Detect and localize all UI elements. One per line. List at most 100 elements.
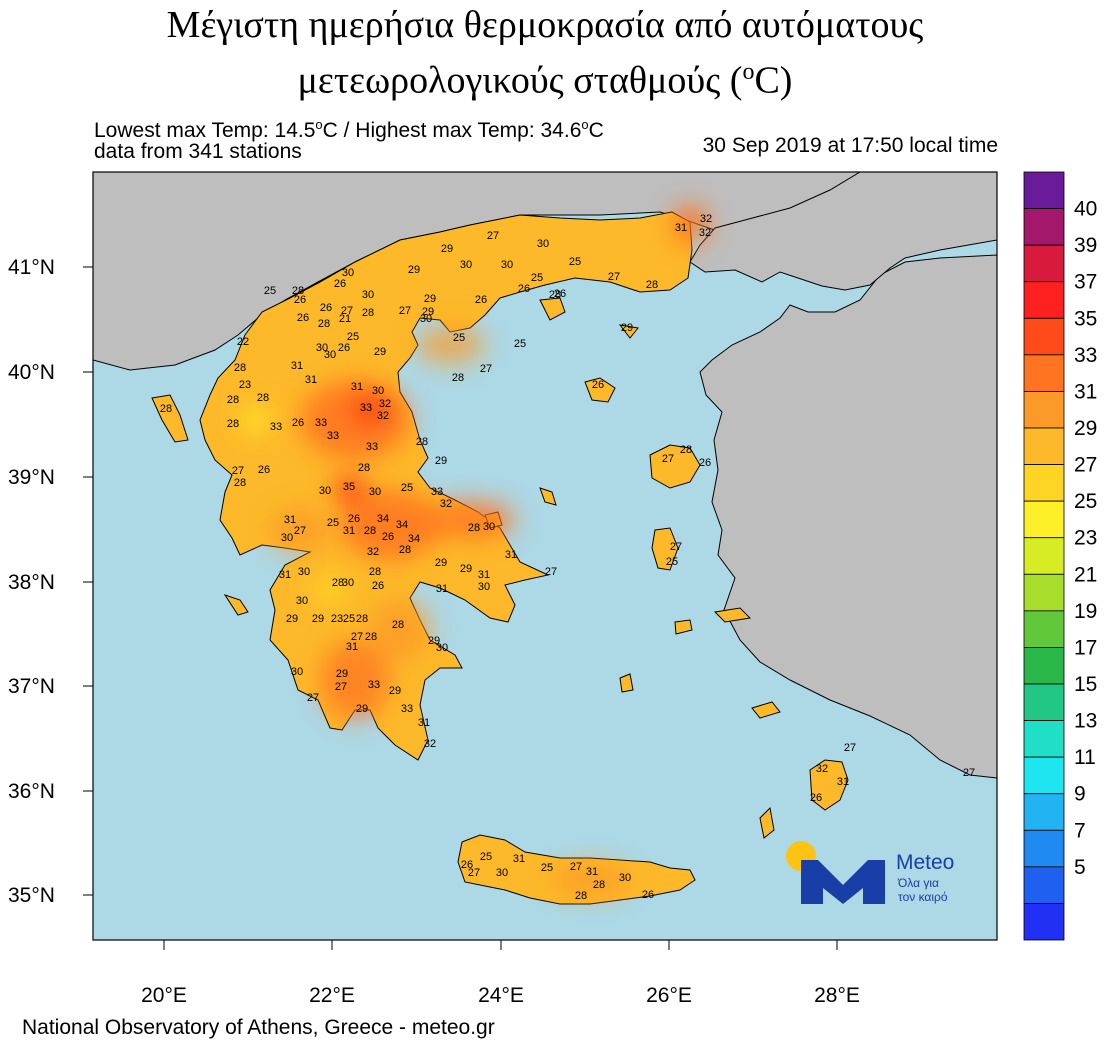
station-value: 26: [642, 889, 654, 901]
legend-swatch: [1023, 427, 1065, 465]
station-value: 26: [338, 342, 350, 354]
station-value: 28: [227, 394, 239, 406]
station-value: 29: [428, 635, 440, 647]
station-value: 29: [435, 557, 447, 569]
legend-swatch: [1023, 866, 1065, 904]
station-value: 26: [297, 312, 309, 324]
station-value: 28: [292, 285, 304, 297]
lat-label: 40°N: [8, 361, 55, 384]
station-value: 25: [327, 517, 339, 529]
lat-label: 41°N: [8, 256, 55, 279]
turkey-land: [699, 254, 997, 779]
station-value: 27: [335, 681, 347, 693]
legend-label: 39: [1074, 234, 1097, 257]
station-value: 26: [348, 513, 360, 525]
station-value: 30: [372, 385, 384, 397]
station-value: 33: [401, 703, 413, 715]
station-value: 30: [619, 872, 631, 884]
station-value: 25: [453, 332, 465, 344]
station-value: 27: [399, 305, 411, 317]
station-value: 25: [531, 272, 543, 284]
station-value: 30: [342, 267, 354, 279]
station-value: 26: [475, 294, 487, 306]
legend-label: 5: [1074, 856, 1086, 879]
station-value: 30: [362, 289, 374, 301]
station-value: 28: [318, 318, 330, 330]
legend-label: 11: [1074, 746, 1096, 769]
station-value: 27: [844, 742, 856, 754]
station-value: 31: [291, 360, 303, 372]
legend-swatch: [1023, 793, 1065, 831]
station-value: 30: [369, 486, 381, 498]
legend-swatch: [1023, 208, 1065, 246]
station-value: 30: [436, 642, 448, 654]
station-value: 32: [379, 398, 391, 410]
station-value: 28: [369, 566, 381, 578]
station-value: 35: [343, 481, 355, 493]
station-value: 31: [346, 641, 358, 653]
station-value: 27: [670, 541, 682, 553]
station-value: 31: [279, 569, 291, 581]
lat-label: 38°N: [8, 571, 55, 594]
station-value: 26: [518, 283, 530, 295]
meteo-logo-tagline-2: τον καιρό: [898, 890, 948, 904]
station-value: 31: [305, 374, 317, 386]
station-value: 30: [298, 566, 310, 578]
lon-label: 20°E: [141, 984, 187, 1007]
meteo-logo-tagline-1: Όλα για: [898, 876, 939, 890]
station-value: 30: [324, 349, 336, 361]
station-value: 29: [336, 668, 348, 680]
station-value: 27: [662, 453, 674, 465]
station-value: 26: [372, 580, 384, 592]
station-value: 31: [351, 381, 363, 393]
station-value: 27: [351, 631, 363, 643]
station-value: 30: [483, 521, 495, 533]
station-value: 29: [408, 264, 420, 276]
legend-label: 27: [1074, 454, 1097, 477]
lat-label: 37°N: [8, 675, 55, 698]
station-value: 28: [362, 307, 374, 319]
station-value: 28: [257, 392, 269, 404]
station-value: 28: [356, 613, 368, 625]
station-value: 23: [331, 613, 343, 625]
legend-swatch: [1023, 756, 1065, 795]
station-value: 27: [608, 271, 620, 283]
station-value: 31: [343, 525, 355, 537]
station-value: 31: [284, 514, 296, 526]
station-value: 28: [364, 525, 376, 537]
title-line-2: μετεωρολογικούς σταθμούς (oC): [297, 59, 793, 102]
lat-label: 36°N: [8, 780, 55, 803]
station-value: 25: [666, 556, 678, 568]
legend-label: 19: [1074, 600, 1097, 623]
station-value: 30: [319, 485, 331, 497]
station-value: 28: [234, 362, 246, 374]
legend-label: 7: [1074, 819, 1086, 842]
station-value: 28: [399, 544, 411, 556]
footer-credit: National Observatory of Athens, Greece -…: [22, 1016, 495, 1039]
station-value: 29: [389, 685, 401, 697]
station-value: 25: [264, 285, 276, 297]
station-value: 25: [541, 862, 553, 874]
legend-swatch: [1023, 500, 1065, 539]
station-value: 32: [424, 738, 436, 750]
station-value: 27: [307, 692, 319, 704]
station-value: 28: [160, 403, 172, 415]
map-title: Μέγιστη ημερήσια θερμοκρασία από αυτόματ…: [0, 2, 1090, 105]
station-value: 25: [480, 851, 492, 863]
lon-label: 26°E: [646, 984, 692, 1007]
station-value: 28: [452, 372, 464, 384]
station-value: 29: [435, 455, 447, 467]
legend-label: 29: [1074, 417, 1097, 440]
station-value: 21: [339, 313, 351, 325]
station-value: 30: [501, 259, 513, 271]
map-frame: [92, 171, 998, 941]
legend-swatch: [1023, 317, 1065, 356]
meteo-logo-mark: [801, 860, 885, 904]
legend-label: 13: [1074, 710, 1097, 733]
station-value: 31: [837, 776, 849, 788]
station-value: 27: [545, 566, 557, 578]
station-value: 34: [396, 519, 408, 531]
station-value: 27: [341, 305, 353, 317]
station-value: 28: [680, 444, 692, 456]
legend-swatch: [1023, 720, 1065, 758]
